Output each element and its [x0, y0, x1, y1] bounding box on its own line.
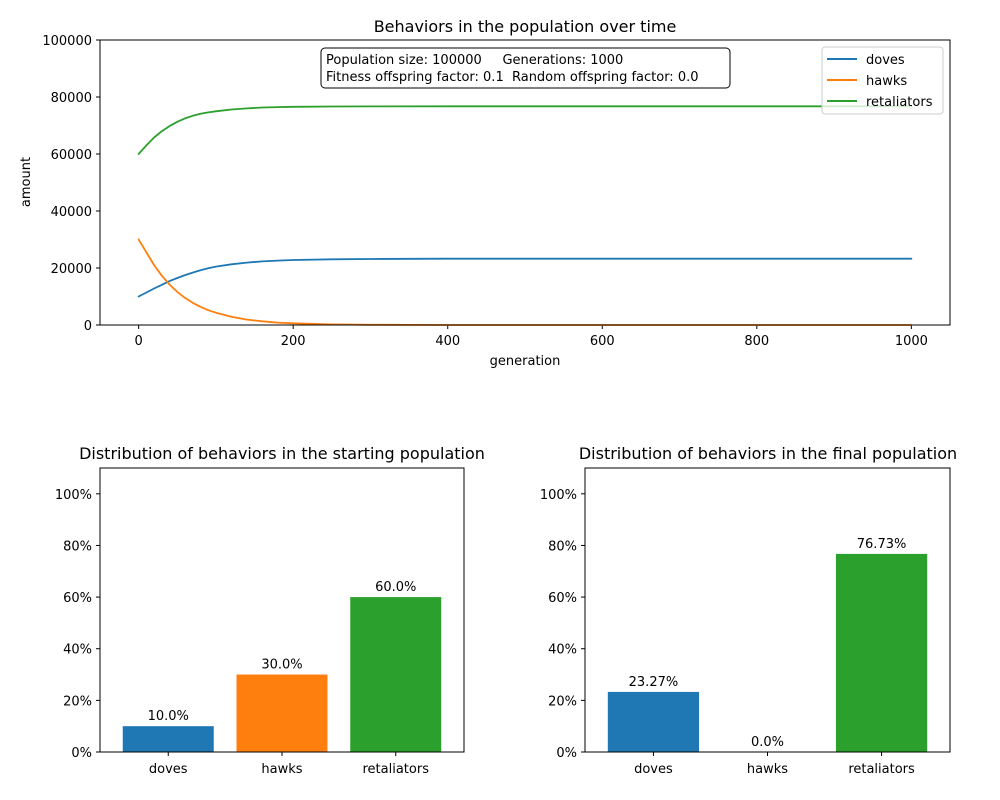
bar-value-label: 23.27% — [629, 675, 679, 690]
bar-value-label: 0.0% — [751, 735, 784, 750]
series-line-doves — [137, 257, 913, 298]
y-tick-label: 100% — [55, 488, 92, 503]
x-tick-label: doves — [634, 762, 673, 777]
y-tick-label: 20% — [548, 694, 577, 709]
y-tick-label: 80% — [548, 539, 577, 554]
x-tick-label: 400 — [435, 334, 460, 349]
line-chart-xlabel: generation — [490, 354, 561, 369]
bar-retaliators — [835, 553, 928, 752]
x-tick-label: retaliators — [848, 762, 915, 777]
x-tick-label: 0 — [134, 334, 142, 349]
bar-chart-starting-title: Distribution of behaviors in the startin… — [79, 444, 485, 463]
x-tick-label: retaliators — [363, 762, 430, 777]
legend-label-retaliators: retaliators — [866, 95, 933, 110]
bar-doves — [607, 691, 700, 752]
line-chart-frame — [99, 39, 951, 326]
legend: doves hawks retaliators — [821, 46, 944, 115]
bar-chart-final-marks: 0% 20% 40% 60% 80% 100% 23.27% doves 0.0% hawks 76… — [540, 488, 928, 777]
bar-value-label: 60.0% — [375, 580, 416, 595]
y-tick-label: 20000 — [51, 262, 92, 277]
bar-chart-starting-marks: 0% 20% 40% 60% 80% 100% 10.0% doves 30.0% hawks 60… — [55, 488, 442, 777]
y-tick-label: 80% — [63, 539, 92, 554]
y-tick-label: 80000 — [51, 91, 92, 106]
bar-chart-starting-frame — [99, 467, 465, 753]
legend-label-hawks: hawks — [866, 74, 907, 89]
line-chart-ylabel: amount — [19, 157, 34, 207]
legend-label-doves: doves — [866, 53, 905, 68]
x-tick-label: 600 — [590, 334, 615, 349]
y-tick-label: 40% — [548, 643, 577, 658]
line-chart-title: Behaviors in the population over time — [374, 17, 677, 36]
bar-retaliators — [350, 597, 442, 752]
y-tick-label: 0% — [71, 746, 92, 761]
y-tick-label: 0 — [84, 319, 92, 334]
y-tick-label: 0% — [556, 746, 577, 761]
bar-hawks — [236, 674, 328, 752]
bar-value-label: 10.0% — [148, 709, 189, 724]
bar-chart-starting: Distribution of behaviors in the startin… — [55, 444, 485, 777]
y-tick-label: 20% — [63, 694, 92, 709]
bar-doves — [122, 726, 214, 752]
y-tick-label: 60% — [63, 591, 92, 606]
x-tick-label: 800 — [744, 334, 769, 349]
bar-chart-final-title: Distribution of behaviors in the final p… — [579, 444, 957, 463]
series-line-retaliators — [137, 105, 913, 155]
legend-frame — [821, 46, 944, 115]
y-tick-label: 40% — [63, 643, 92, 658]
x-tick-label: doves — [149, 762, 188, 777]
y-tick-label: 60000 — [51, 148, 92, 163]
y-tick-label: 40000 — [51, 205, 92, 220]
bar-value-label: 30.0% — [261, 658, 302, 673]
y-tick-label: 60% — [548, 591, 577, 606]
bar-value-label: 76.73% — [857, 537, 907, 552]
x-tick-label: hawks — [747, 762, 788, 777]
info-box-line-1: Population size: 100000 Generations: 100… — [326, 53, 623, 68]
y-tick-label: 100% — [540, 488, 577, 503]
x-tick-label: 1000 — [895, 334, 928, 349]
line-chart-ticks: 0 200 400 600 800 1000 0 20000 40000 60000 80000 10… — [42, 34, 928, 349]
info-box-frame — [320, 47, 731, 89]
y-tick-label: 100000 — [42, 34, 92, 49]
bar-chart-final-frame — [584, 467, 951, 753]
x-tick-label: hawks — [261, 762, 302, 777]
bar-chart-final: Distribution of behaviors in the final p… — [540, 444, 957, 777]
line-chart: Behaviors in the population over time 0 2… — [19, 17, 951, 369]
info-box-line-2: Fitness offspring factor: 0.1 Random off… — [326, 70, 699, 85]
info-box: Population size: 100000 Generations: 100… — [320, 47, 731, 89]
x-tick-label: 200 — [281, 334, 306, 349]
